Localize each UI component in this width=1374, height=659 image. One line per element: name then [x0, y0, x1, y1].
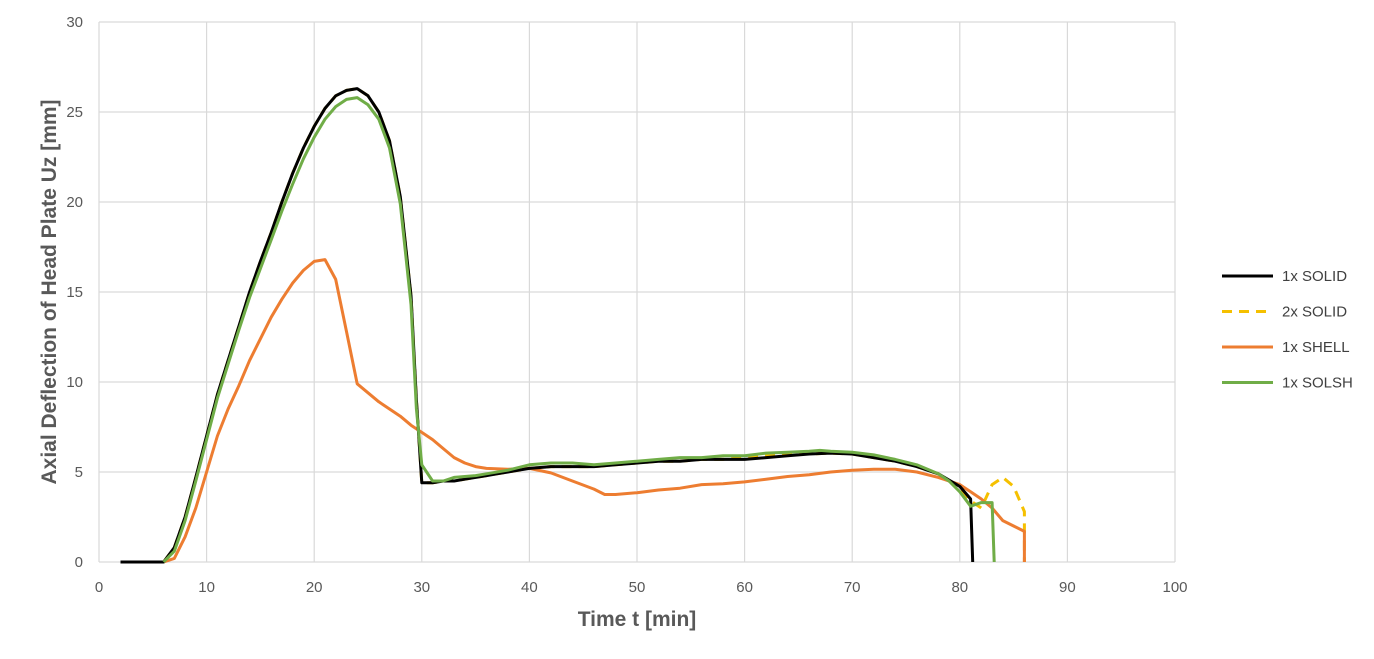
x-tick-label: 10 [198, 579, 215, 596]
series-line-2x-solid [162, 87, 1026, 563]
gridlines [98, 21, 1176, 563]
x-tick-label: 60 [736, 579, 753, 596]
y-tick-label: 25 [66, 104, 83, 121]
x-tick-label: 50 [629, 579, 646, 596]
legend: 1x SOLID 2x SOLID 1x SHELL 1x SOLSH [1222, 268, 1353, 392]
x-tick-label: 20 [306, 579, 323, 596]
legend-label: 1x SOLID [1282, 268, 1347, 285]
x-tick-label: 70 [844, 579, 861, 596]
legend-label: 1x SHELL [1282, 339, 1350, 356]
x-tick-label: 0 [95, 579, 103, 596]
legend-label: 1x SOLSH [1282, 375, 1353, 392]
y-axis-title: Axial Deflection of Head Plate Uz [mm] [38, 99, 61, 484]
x-tick-label: 40 [521, 579, 538, 596]
x-tick-label: 30 [413, 579, 430, 596]
series-line-1x-shell [163, 258, 1026, 564]
y-tick-label: 5 [75, 464, 83, 481]
x-axis-title: Time t [min] [578, 608, 697, 631]
x-tick-label: 80 [951, 579, 968, 596]
series-line-1x-solid [120, 87, 975, 564]
y-tick-label: 20 [66, 194, 83, 211]
tick-labels: 0 10 20 30 40 50 60 70 80 90 100 0 5 10 15 20 25 30 [66, 14, 1187, 596]
legend-label: 2x SOLID [1282, 304, 1347, 321]
x-tick-label: 100 [1162, 579, 1187, 596]
series-lines [120, 87, 1026, 564]
x-tick-label: 90 [1059, 579, 1076, 596]
series-line-1x-solsh [162, 96, 996, 564]
y-tick-label: 0 [75, 554, 83, 571]
y-tick-label: 10 [66, 374, 83, 391]
y-tick-label: 15 [66, 284, 83, 301]
y-tick-label: 30 [66, 14, 83, 31]
